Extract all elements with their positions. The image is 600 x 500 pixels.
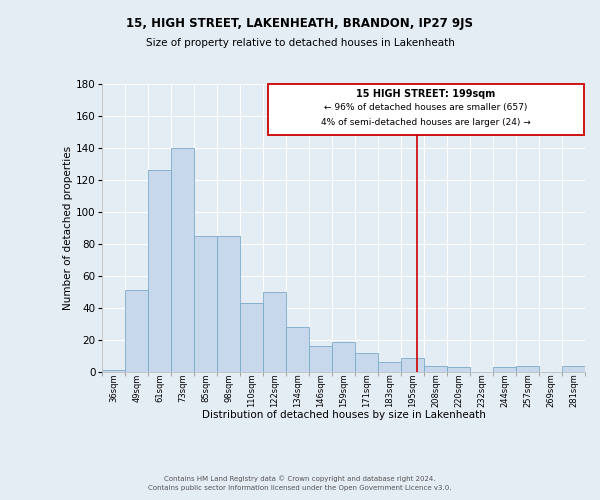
Text: 4% of semi-detached houses are larger (24) →: 4% of semi-detached houses are larger (2… [321,118,531,126]
Bar [424,366,447,372]
Bar [378,362,401,372]
Bar [401,358,424,372]
FancyBboxPatch shape [268,84,584,135]
Bar [241,303,263,372]
Bar [217,236,241,372]
Bar [172,148,194,372]
Bar [562,366,585,372]
X-axis label: Distribution of detached houses by size in Lakenheath: Distribution of detached houses by size … [202,410,485,420]
Bar [332,342,355,372]
Bar [148,170,172,372]
Bar [516,366,539,372]
Text: Contains HM Land Registry data © Crown copyright and database right 2024.: Contains HM Land Registry data © Crown c… [164,476,436,482]
Text: 15, HIGH STREET, LAKENHEATH, BRANDON, IP27 9JS: 15, HIGH STREET, LAKENHEATH, BRANDON, IP… [127,18,473,30]
Text: Contains public sector information licensed under the Open Government Licence v3: Contains public sector information licen… [148,485,452,491]
Text: 15 HIGH STREET: 199sqm: 15 HIGH STREET: 199sqm [356,89,496,99]
Bar [447,367,470,372]
Bar [125,290,148,372]
Text: Size of property relative to detached houses in Lakenheath: Size of property relative to detached ho… [146,38,454,48]
Bar [286,327,309,372]
Y-axis label: Number of detached properties: Number of detached properties [63,146,73,310]
Bar [355,353,378,372]
Bar [103,370,125,372]
Bar [309,346,332,372]
Bar [194,236,217,372]
Text: ← 96% of detached houses are smaller (657): ← 96% of detached houses are smaller (65… [324,103,527,112]
Bar [493,367,516,372]
Bar [263,292,286,372]
